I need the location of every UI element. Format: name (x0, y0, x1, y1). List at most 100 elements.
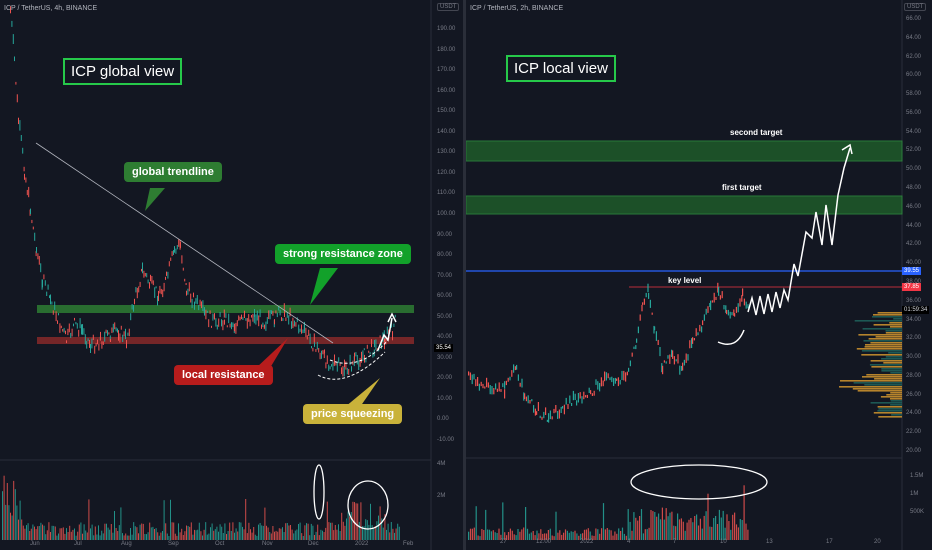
candle (335, 361, 337, 366)
candle (313, 333, 315, 343)
volume-bar (261, 525, 263, 540)
volume-bar (496, 533, 498, 540)
candle (685, 353, 687, 363)
right-symbol-header: ICP / TetherUS, 2h, BINANCE (470, 5, 564, 12)
right-chart-pane[interactable]: ICP / TetherUS, 2h, BINANCE USDT ICP loc… (466, 0, 932, 550)
candle (480, 381, 482, 387)
volume-bar (3, 475, 5, 540)
candle (66, 340, 67, 344)
candle (122, 334, 124, 342)
candle (521, 378, 523, 388)
volume-bar (158, 535, 160, 540)
volume-bar (398, 526, 400, 540)
candle (324, 349, 325, 354)
volume-bar (386, 529, 387, 540)
volume-bar (500, 534, 502, 540)
volume-profile-bar (839, 386, 902, 388)
volume-bar (716, 524, 719, 540)
volume-bar (264, 507, 266, 540)
candle (92, 334, 94, 340)
candle (504, 389, 506, 399)
candle (692, 337, 694, 344)
candle (266, 317, 268, 324)
candle (239, 316, 241, 321)
volume-bar (22, 525, 24, 540)
volume-bar (597, 529, 599, 540)
volume-bar (8, 505, 10, 540)
volume-profile-bar (885, 332, 902, 334)
candle (679, 365, 681, 375)
volume-bar (650, 510, 652, 540)
volume-bar (589, 531, 591, 540)
time-tick: Jul (74, 541, 82, 547)
volume-bar (346, 518, 347, 540)
candle (621, 370, 623, 380)
candle (572, 390, 574, 401)
candle (565, 397, 567, 405)
right-chart-canvas[interactable] (466, 0, 932, 550)
volume-bar (69, 525, 71, 540)
candle (332, 362, 334, 371)
volume-bar (19, 500, 21, 540)
right-price-axis[interactable]: 66.00 64.00 62.00 60.00 58.00 56.00 54.00 52.00… (902, 0, 932, 550)
candle (278, 306, 280, 311)
price-tick: 140.00 (437, 128, 456, 135)
volume-profile-bar (877, 410, 902, 412)
left-chart-pane[interactable]: ICP / TetherUS, 4h, BINANCE USDT ICP glo… (0, 0, 463, 550)
candle (35, 251, 37, 257)
time-tick: 20 (874, 539, 881, 545)
candle (368, 350, 370, 353)
volume-bar (646, 529, 648, 540)
left-chart-canvas[interactable] (0, 0, 463, 550)
volume-bar (75, 535, 77, 540)
candle (586, 394, 588, 398)
candle (167, 271, 169, 279)
volume-profile-bar (840, 380, 902, 382)
candle (625, 372, 627, 382)
candle (616, 378, 618, 381)
volume-bar (629, 521, 631, 540)
left-currency-badge[interactable]: USDT (437, 3, 460, 11)
candle (174, 246, 175, 253)
candle (152, 280, 154, 286)
left-price-axis[interactable]: 190.00 180.00 170.00 160.00 150.00 140.00 130.… (431, 0, 463, 550)
volume-bar (107, 527, 109, 540)
volume-bar (62, 527, 64, 540)
volume-bar (475, 506, 477, 540)
time-tick: 7 (673, 539, 677, 545)
right-currency-badge[interactable]: USDT (904, 3, 927, 11)
volume-bar (134, 526, 136, 540)
candle (385, 335, 387, 345)
volume-bar (46, 530, 48, 540)
volume-bar (70, 531, 72, 540)
candle (478, 383, 480, 391)
volume-bar (50, 532, 51, 540)
candle (46, 291, 48, 296)
volume-bar (155, 528, 157, 540)
time-tick: 27 (500, 539, 507, 545)
candle (352, 360, 354, 365)
volume-bar (370, 503, 371, 540)
candle (579, 392, 581, 399)
volume-bar (559, 530, 561, 540)
volume-profile-bar (857, 390, 902, 392)
volume-bar (506, 535, 508, 540)
pane-divider[interactable] (463, 0, 466, 550)
volume-bar (614, 531, 616, 540)
volume-bar (117, 531, 119, 540)
candle (551, 416, 553, 420)
price-tick: -10.00 (437, 437, 455, 443)
candle (326, 355, 328, 364)
volume-bar (306, 523, 307, 540)
volume-bar (302, 536, 304, 540)
candle (241, 314, 242, 320)
candle (643, 298, 645, 305)
second-target-label: second target (730, 128, 783, 137)
volume-bar (640, 509, 643, 540)
volume-bar (528, 533, 530, 540)
candle (507, 377, 509, 382)
candle (642, 302, 644, 305)
volume-bar (509, 528, 511, 540)
candle (211, 325, 212, 328)
volume-bar (14, 489, 16, 540)
